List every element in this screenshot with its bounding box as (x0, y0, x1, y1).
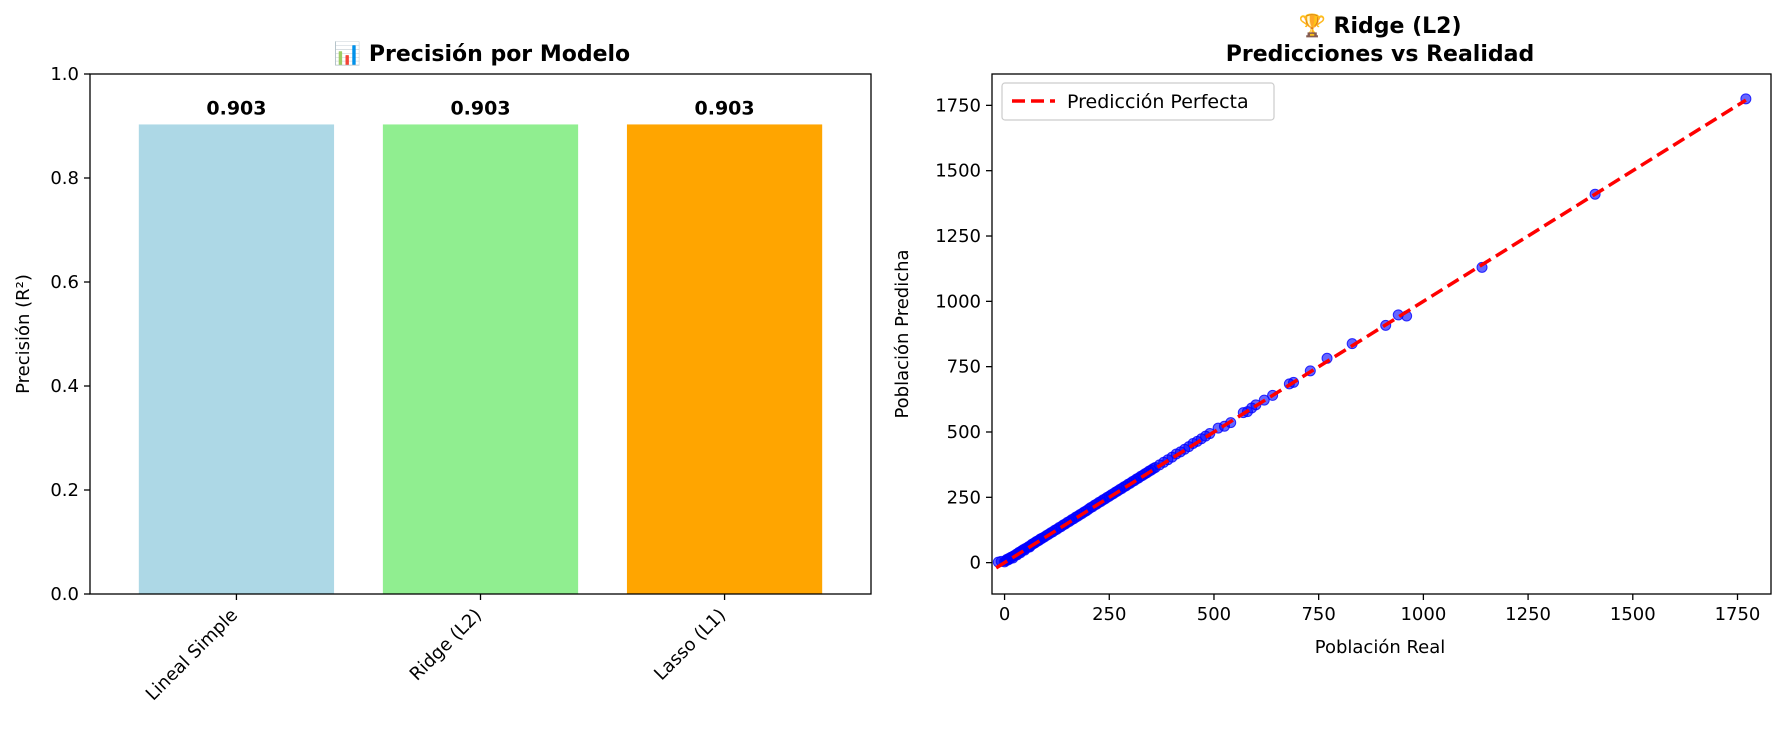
legend-box (1001, 82, 1275, 121)
bar-chart-y-axis-label: Precisión (R²) (13, 274, 34, 394)
x-tick-label: Ridge (L2) (406, 605, 486, 685)
scatter-plot-frame (991, 73, 1772, 595)
y-tick-label: 1250 (935, 226, 981, 247)
y-tick-label: 1000 (935, 291, 981, 312)
bar-chart: 📊 Precisión por Modelo 0.903 0.903 0.903 0… (13, 41, 872, 705)
y-tick-label: 500 (947, 422, 981, 443)
y-tick-label: 0.8 (50, 168, 79, 189)
y-tick-label: 0 (970, 553, 981, 574)
x-tick-label: 0 (999, 604, 1010, 625)
x-tick-label: Lasso (L1) (650, 605, 730, 685)
y-tick-label: 0.2 (50, 480, 79, 501)
x-tick-label: 1500 (1610, 604, 1656, 625)
bar-chart-y-ticks: 0.0 0.2 0.4 0.6 0.8 1.0 (50, 64, 90, 605)
bar (626, 124, 823, 594)
x-tick-label: 1000 (1400, 604, 1446, 625)
bar-value-label: 0.903 (450, 97, 510, 119)
scatter-chart-title: 🏆 Ridge (L2) (1298, 13, 1461, 39)
scatter-y-axis-label: Población Predicha (892, 249, 913, 418)
y-tick-label: 0.4 (50, 376, 79, 397)
bar-chart-title: 📊 Precisión por Modelo (334, 41, 630, 67)
legend: Predicción Perfecta (1001, 82, 1275, 121)
bar-value-label: 0.903 (206, 97, 266, 119)
y-tick-label: 250 (947, 487, 981, 508)
y-tick-label: 1500 (935, 161, 981, 182)
bar-value-label: 0.903 (695, 97, 755, 119)
scatter-y-ticks: 0 250 500 750 1000 1250 1500 1750 (935, 95, 992, 574)
bar-chart-plot-frame (89, 73, 872, 595)
bar-chart-value-labels: 0.903 0.903 0.903 (206, 97, 754, 119)
bar-chart-bars (138, 124, 823, 594)
y-tick-label: 750 (947, 357, 981, 378)
bar (138, 124, 335, 594)
bar-chart-x-ticks: Lineal Simple Ridge (L2) Lasso (L1) (142, 594, 730, 705)
x-tick-label: 250 (1092, 604, 1126, 625)
bar (382, 124, 579, 594)
scatter-points (992, 93, 1752, 568)
y-tick-label: 0.6 (50, 272, 79, 293)
y-tick-label: 0.0 (50, 584, 79, 605)
scatter-x-axis-label: Población Real (1315, 637, 1446, 658)
x-tick-label: 500 (1197, 604, 1231, 625)
scatter-chart-subtitle: Predicciones vs Realidad (1226, 42, 1534, 67)
legend-label: Predicción Perfecta (1067, 91, 1249, 113)
x-tick-label: Lineal Simple (142, 605, 242, 705)
scatter-chart: 🏆 Ridge (L2) Predicciones vs Realidad 0 2… (892, 13, 1772, 658)
x-tick-label: 1250 (1505, 604, 1551, 625)
y-tick-label: 1750 (935, 95, 981, 116)
scatter-x-ticks: 0 250 500 750 1000 1250 1500 1750 (999, 594, 1761, 625)
x-tick-label: 750 (1301, 604, 1335, 625)
perfect-prediction-line (995, 98, 1747, 570)
y-tick-label: 1.0 (50, 64, 79, 85)
x-tick-label: 1750 (1715, 604, 1761, 625)
